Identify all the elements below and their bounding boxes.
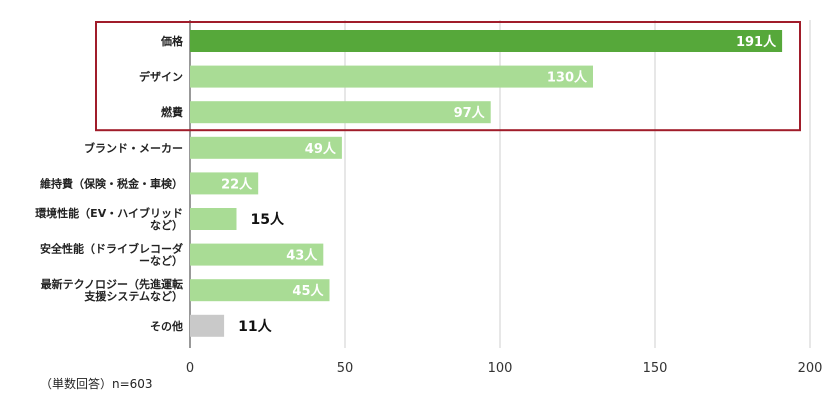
value-label: 45人: [292, 283, 324, 299]
x-tick-label: 150: [643, 361, 668, 376]
bar: [190, 208, 237, 230]
bar: [190, 101, 491, 124]
highlight-frame: [95, 21, 801, 132]
category-label: デザイン: [139, 70, 183, 84]
category-label: 環境性能（EV・ハイブリッドなど）: [35, 206, 183, 232]
value-label: 49人: [305, 141, 337, 157]
value-label: 15人: [251, 211, 285, 228]
bar: [190, 172, 259, 195]
x-tick-label: 100: [488, 361, 513, 376]
value-label: 97人: [454, 105, 486, 121]
bar: [190, 136, 342, 159]
bar: [190, 279, 330, 302]
category-label: 価格: [160, 34, 184, 48]
bar: [190, 65, 593, 88]
bar: [190, 243, 324, 266]
value-label: 43人: [286, 248, 318, 264]
sample-note: （単数回答）n=603: [40, 376, 153, 391]
value-labels: 191人 130人 97人 49人 22人 15人 43人 45人 11人: [221, 34, 777, 335]
bar: [190, 314, 225, 337]
value-label: 11人: [238, 318, 272, 335]
value-label: 191人: [736, 34, 777, 50]
category-label: 最新テクノロジー（先進運転支援システムなど）: [41, 277, 183, 303]
category-label: その他: [150, 319, 183, 333]
highlight-box: [95, 21, 801, 132]
x-axis-ticks: 0 50 100 150 200: [186, 361, 823, 376]
value-label: 130人: [547, 70, 588, 86]
x-tick-label: 0: [186, 361, 194, 376]
x-tick-label: 50: [337, 361, 354, 376]
category-label: 維持費（保険・税金・車検）: [40, 176, 183, 190]
bars: [190, 30, 783, 337]
category-label: ブランド・メーカー: [84, 141, 183, 155]
bar: [190, 30, 783, 52]
category-label: 燃費: [160, 105, 183, 119]
category-label: 安全性能（ドライブレコーダーなど）: [40, 242, 183, 268]
value-label: 22人: [221, 176, 253, 192]
x-tick-label: 200: [798, 361, 823, 376]
